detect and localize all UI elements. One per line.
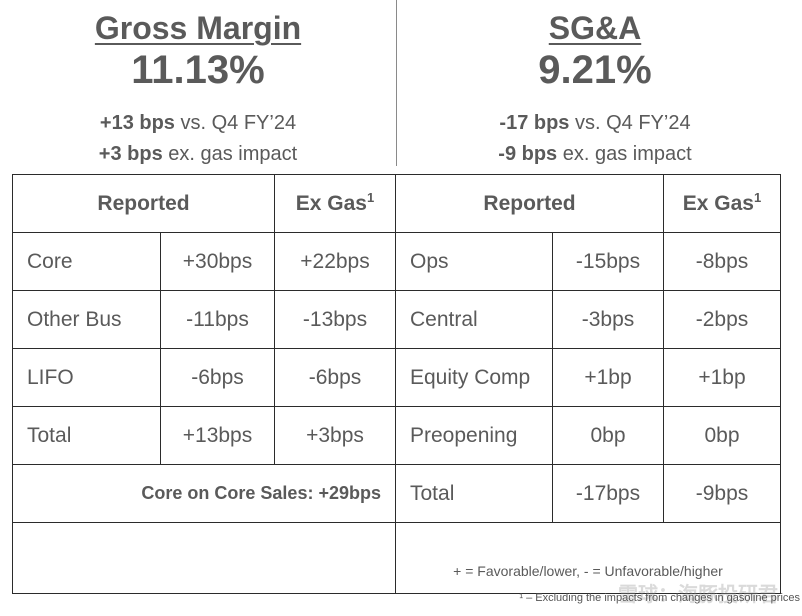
sga-exgas-cell: 0bp bbox=[663, 406, 781, 465]
sga-reported-header: Reported bbox=[395, 174, 664, 233]
gm-row-label: LIFO bbox=[12, 348, 161, 407]
sga-reported-cell: -15bps bbox=[552, 232, 664, 291]
gross-margin-change-vs-prior: +13 bps vs. Q4 FY’24 bbox=[99, 112, 297, 134]
gm-reported-header: Reported bbox=[12, 174, 275, 233]
gm-reported-cell: -11bps bbox=[160, 290, 275, 349]
gross-margin-header: Gross Margin 11.13% +13 bps vs. Q4 FY’24… bbox=[0, 0, 396, 170]
gm-reported-cell: +30bps bbox=[160, 232, 275, 291]
sga-title: SG&A bbox=[548, 10, 642, 46]
table-row: + = Favorable/lower, - = Unfavorable/hig… bbox=[12, 522, 781, 594]
table-header-row: Reported Ex Gas1 Reported Ex Gas1 bbox=[12, 174, 781, 233]
sga-reported-cell: +1bp bbox=[552, 348, 664, 407]
empty-cell bbox=[12, 522, 396, 594]
gm-exgas-header: Ex Gas1 bbox=[274, 174, 396, 233]
sga-exgas-header: Ex Gas1 bbox=[663, 174, 781, 233]
gm-exgas-cell: +22bps bbox=[274, 232, 396, 291]
table-row: LIFO -6bps -6bps Equity Comp +1bp +1bp bbox=[12, 348, 781, 407]
gm-reported-cell: +13bps bbox=[160, 406, 275, 465]
sga-reported-cell: -3bps bbox=[552, 290, 664, 349]
sga-row-label: Preopening bbox=[395, 406, 553, 465]
sga-ex-gas-change: -9 bps ex. gas impact bbox=[498, 143, 692, 165]
sga-row-label: Ops bbox=[395, 232, 553, 291]
sga-total-exgas: -9bps bbox=[663, 464, 781, 523]
sga-change-vs-prior: -17 bps vs. Q4 FY’24 bbox=[499, 112, 691, 134]
sga-header: SG&A 9.21% -17 bps vs. Q4 FY’24 -9 bps e… bbox=[397, 0, 793, 170]
watermark: 雪球：海豚投研君 bbox=[618, 584, 778, 606]
table-row: Core +30bps +22bps Ops -15bps -8bps bbox=[12, 232, 781, 291]
core-on-core-sales: Core on Core Sales: +29bps bbox=[12, 464, 396, 523]
sga-value: 9.21% bbox=[538, 48, 652, 92]
sga-total-reported: -17bps bbox=[552, 464, 664, 523]
margin-breakdown-table: Reported Ex Gas1 Reported Ex Gas1 Core +… bbox=[12, 174, 781, 594]
gm-row-label: Core bbox=[12, 232, 161, 291]
gross-margin-ex-gas-change: +3 bps ex. gas impact bbox=[98, 143, 298, 165]
sga-row-label: Central bbox=[395, 290, 553, 349]
header-divider bbox=[396, 0, 397, 166]
sga-total-label: Total bbox=[395, 464, 553, 523]
sga-exgas-cell: -2bps bbox=[663, 290, 781, 349]
gm-exgas-cell: -13bps bbox=[274, 290, 396, 349]
gross-margin-title: Gross Margin bbox=[94, 10, 302, 46]
gross-margin-value: 11.13% bbox=[131, 48, 265, 92]
sga-exgas-cell: -8bps bbox=[663, 232, 781, 291]
gm-row-label: Other Bus bbox=[12, 290, 161, 349]
sga-exgas-cell: +1bp bbox=[663, 348, 781, 407]
table-row: Core on Core Sales: +29bps Total -17bps … bbox=[12, 464, 781, 523]
gm-reported-cell: -6bps bbox=[160, 348, 275, 407]
table-row: Other Bus -11bps -13bps Central -3bps -2… bbox=[12, 290, 781, 349]
gm-exgas-cell: +3bps bbox=[274, 406, 396, 465]
favorability-legend: + = Favorable/lower, - = Unfavorable/hig… bbox=[395, 522, 781, 594]
gm-exgas-cell: -6bps bbox=[274, 348, 396, 407]
sga-row-label: Equity Comp bbox=[395, 348, 553, 407]
footnote: ¹ – Excluding the impacts from changes i… bbox=[519, 592, 800, 604]
gm-row-label: Total bbox=[12, 406, 161, 465]
sga-reported-cell: 0bp bbox=[552, 406, 664, 465]
table-row: Total +13bps +3bps Preopening 0bp 0bp bbox=[12, 406, 781, 465]
